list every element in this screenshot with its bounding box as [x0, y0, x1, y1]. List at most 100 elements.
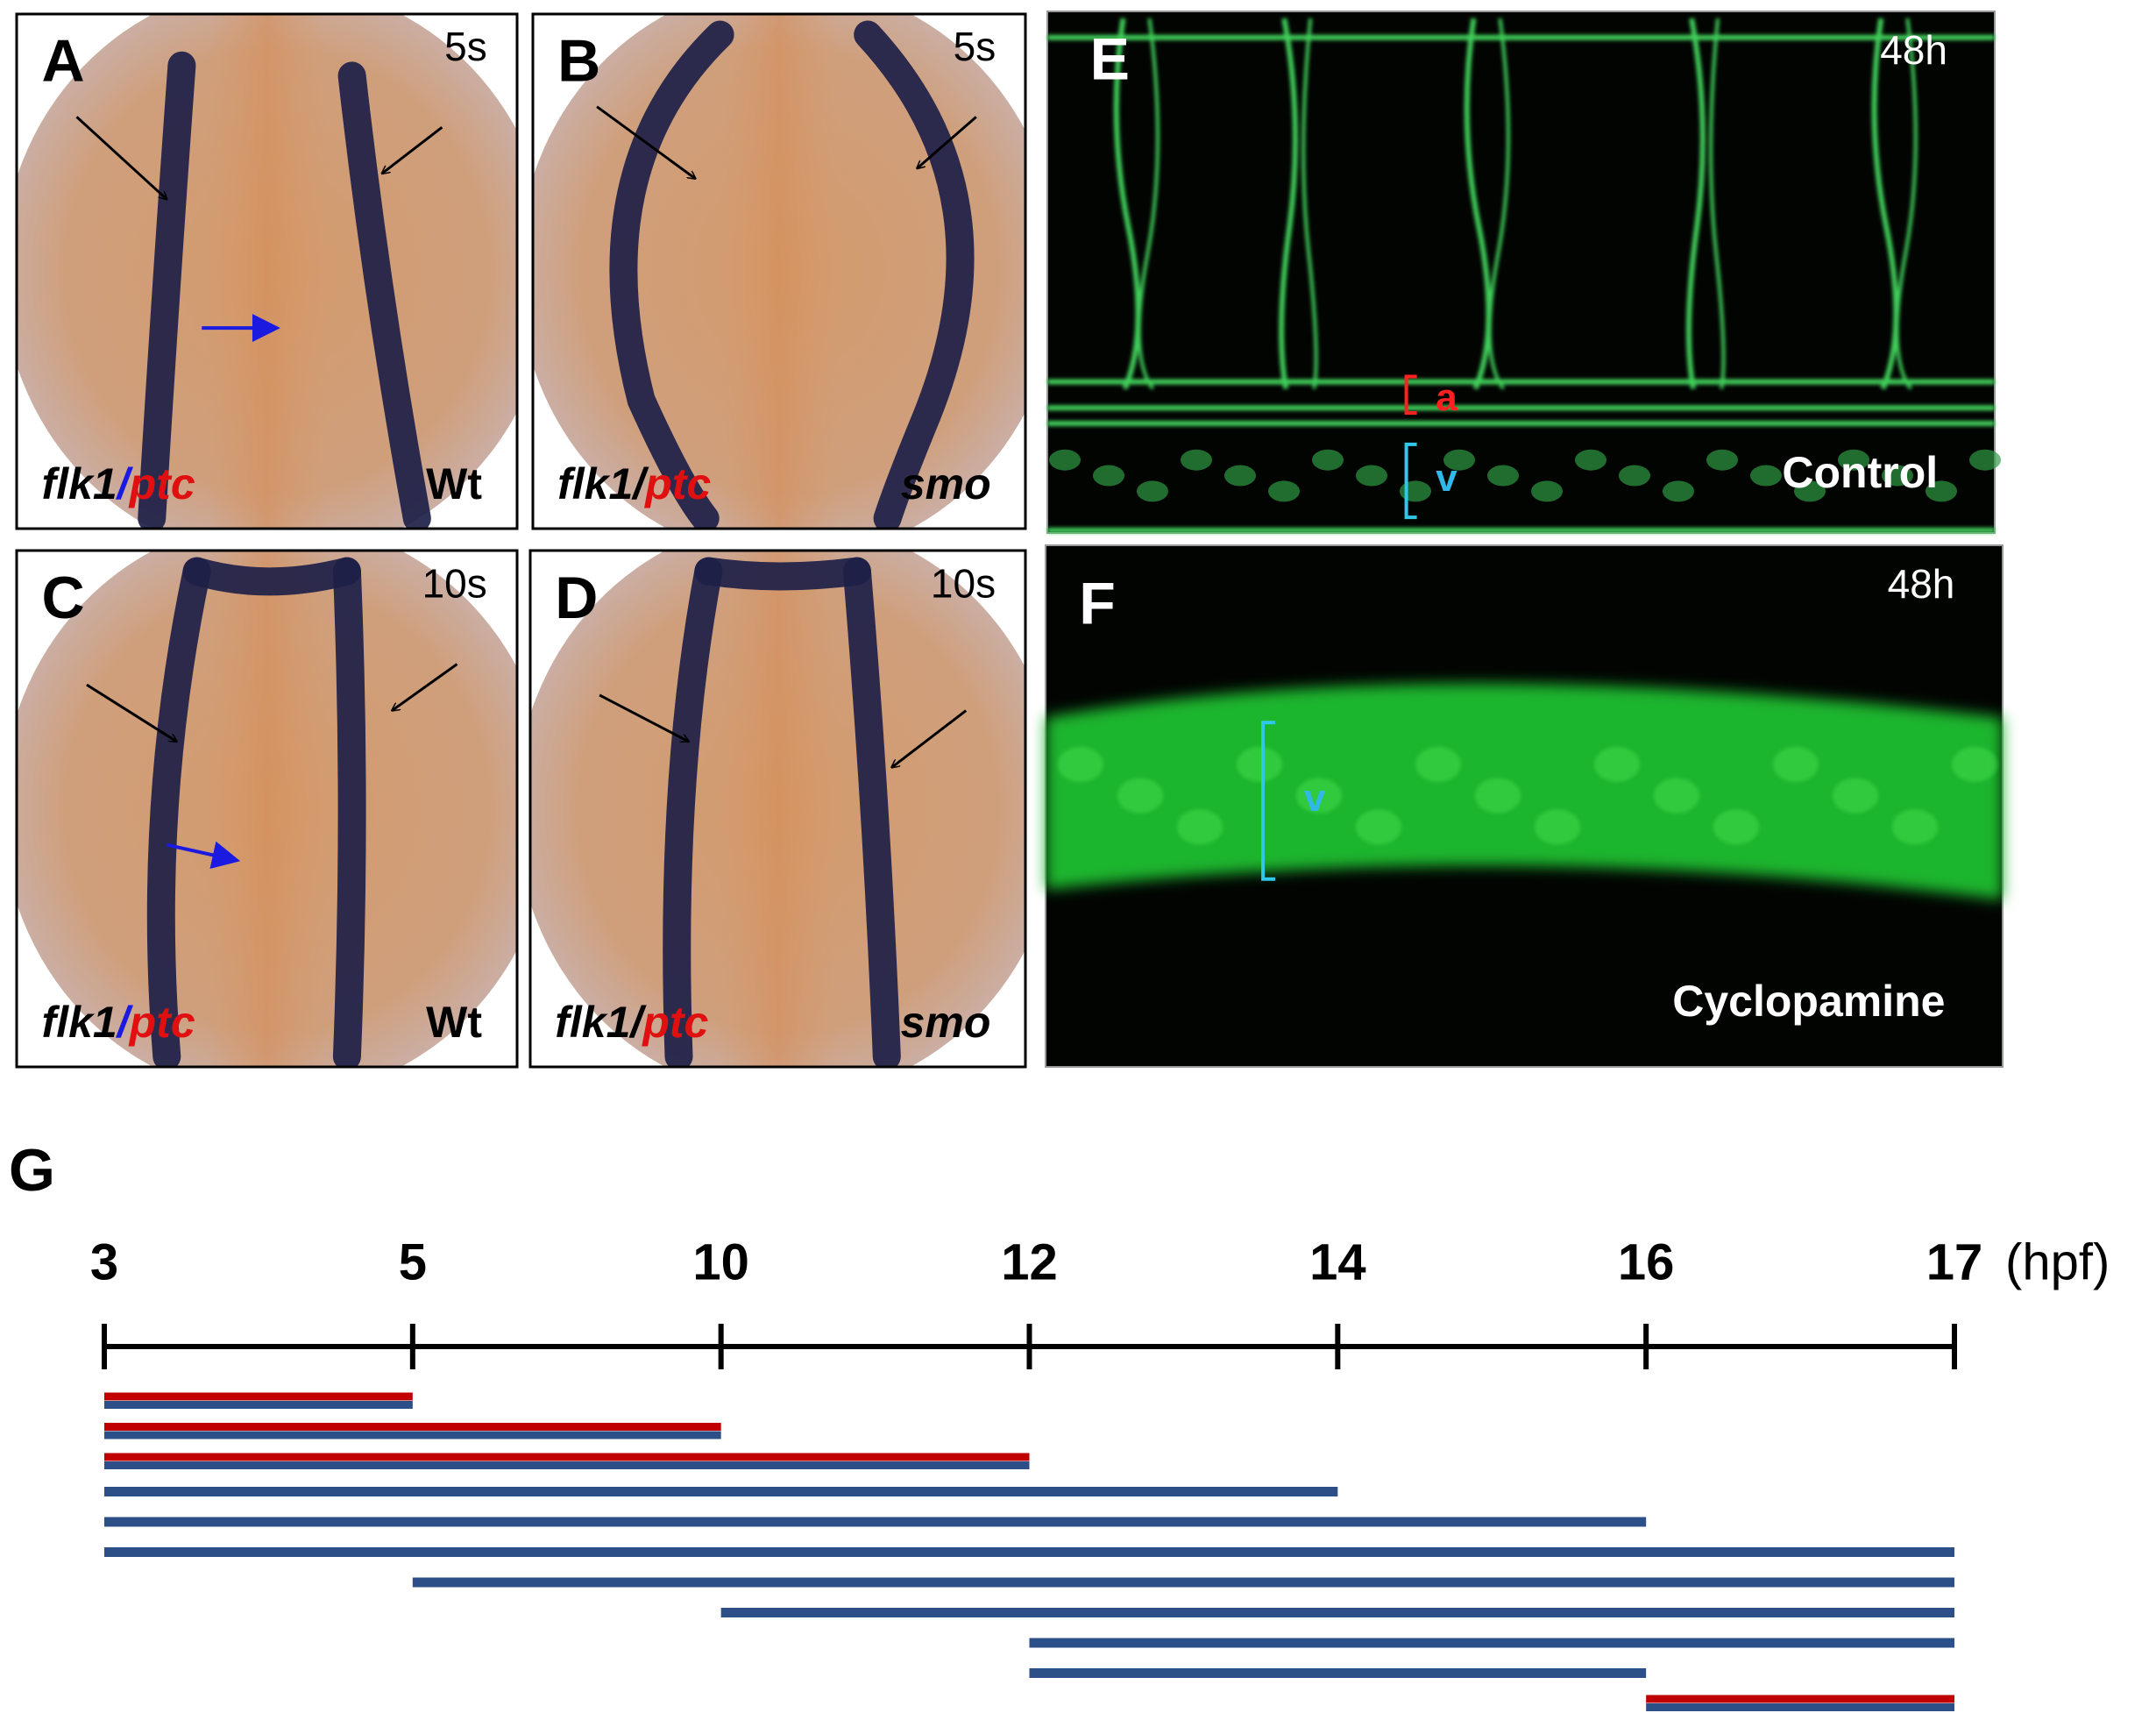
cell [1594, 746, 1640, 782]
image-panel: av E 48h Control [1046, 11, 2001, 534]
stage-label: 10s [422, 560, 487, 606]
probe-target: ptc [128, 459, 195, 508]
axis-unit: (hpf) [2005, 1233, 2110, 1290]
genotype-label: smo [901, 998, 991, 1047]
probe-separator: / [628, 998, 647, 1047]
embryo-image [17, 14, 517, 529]
vessel [1895, 18, 1918, 390]
probe-target: ptc [641, 998, 708, 1047]
arrow [382, 125, 443, 174]
stage-label: 10s [931, 560, 996, 606]
probe-label: flk1/ptc [42, 459, 195, 508]
midline [718, 551, 838, 1067]
tick-label: 17 [1926, 1233, 1983, 1290]
genotype-label: Wt [426, 459, 482, 508]
cell [1181, 449, 1212, 471]
cell [1049, 449, 1081, 471]
vessel-stripe [842, 557, 901, 1067]
arrow [86, 683, 177, 742]
cell [1224, 465, 1256, 487]
midline [206, 551, 328, 1067]
image-panel: v F 48h Cyclopamine [1045, 544, 2004, 1068]
cell [1654, 778, 1699, 814]
arrow [599, 693, 689, 743]
panel-border [531, 12, 1027, 530]
vessel [1871, 18, 1899, 390]
cell [1117, 778, 1163, 814]
vessel [1464, 18, 1492, 390]
tick-label: 14 [1309, 1233, 1366, 1290]
vessel [1487, 18, 1510, 390]
cell [1663, 480, 1694, 502]
cell [1969, 449, 2001, 471]
cell [1487, 465, 1519, 487]
cell [1926, 480, 1957, 502]
vessel [1137, 18, 1160, 390]
vessel-stripe [609, 20, 734, 529]
probe-target: ptc [643, 459, 711, 508]
arrow [917, 116, 977, 168]
vessel-stripe [138, 51, 196, 529]
tick-label: 3 [90, 1233, 118, 1290]
probe-label: flk1/ptc [557, 459, 711, 508]
arrow [392, 663, 458, 711]
probe-marker: flk1 [557, 459, 633, 508]
probe-label: flk1/ptc [42, 998, 195, 1047]
probe-marker: flk1 [42, 459, 117, 508]
cell [1750, 465, 1782, 487]
cell [1531, 480, 1563, 502]
image-panel: A 5s flk1/ptc Wt [15, 12, 519, 530]
arrow [891, 709, 968, 768]
tick-label: 16 [1618, 1233, 1675, 1290]
probe-separator: / [116, 998, 134, 1047]
vessel [1113, 18, 1141, 390]
probe-target: ptc [128, 998, 195, 1047]
vein-tissue [1046, 683, 2003, 900]
image-panel: B 5s flk1/ptc smo [531, 12, 1027, 530]
tick-label: 12 [1001, 1233, 1058, 1290]
bracket [1261, 721, 1276, 881]
genotype-label: smo [901, 459, 991, 508]
cell [1713, 809, 1759, 845]
vessel [1279, 18, 1298, 389]
embryo-image [533, 14, 1025, 529]
fluorescence-image [1046, 11, 1996, 534]
artery-label: a [1436, 376, 1457, 419]
cell [1093, 465, 1124, 487]
vessel-stripe [182, 557, 361, 596]
embryo-image [17, 551, 517, 1067]
panel-label: A [42, 28, 85, 95]
probe-marker: flk1 [555, 998, 630, 1047]
panel-label: B [557, 28, 600, 95]
tick-label: 10 [692, 1233, 749, 1290]
cell [1475, 778, 1521, 814]
cell [1356, 809, 1401, 845]
cell [1619, 465, 1650, 487]
panel-label: C [42, 565, 85, 631]
panel-label: F [1079, 570, 1116, 636]
cell [1137, 480, 1168, 502]
cell [1415, 746, 1461, 782]
panel-label: D [555, 565, 598, 631]
vein-label: v [1436, 457, 1457, 500]
cell [1773, 746, 1819, 782]
cell [1237, 746, 1282, 782]
bracket [1404, 374, 1417, 416]
cell [1952, 746, 1997, 782]
vessel-stripe [694, 557, 871, 591]
cell [1882, 465, 1913, 487]
vein-label: v [1304, 777, 1326, 820]
vessel-stripe [146, 557, 211, 1067]
vessel-stripe [337, 61, 431, 529]
cell [1268, 480, 1300, 502]
condition-label: Cyclopamine [1672, 977, 1945, 1026]
midline [206, 14, 328, 529]
vessel [1301, 18, 1318, 389]
cell [1400, 480, 1431, 502]
image-panel: D 10s flk1/ptc smo [528, 549, 1027, 1069]
cell [1794, 480, 1826, 502]
panel-border [15, 549, 519, 1069]
